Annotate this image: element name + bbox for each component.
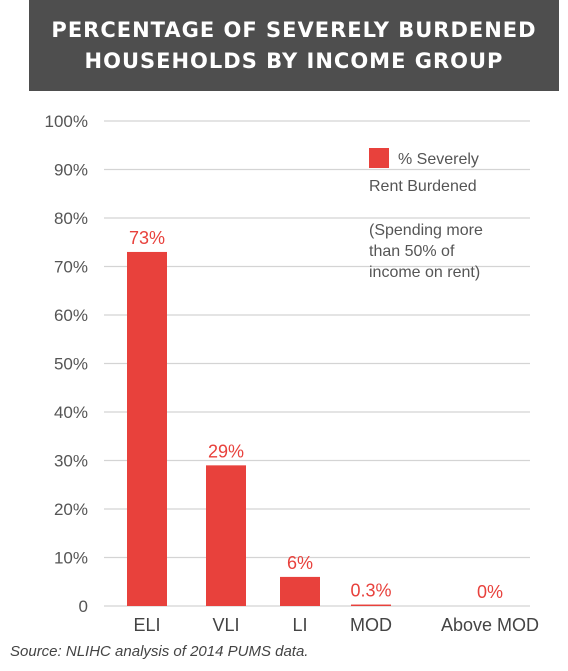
y-tick-label: 20% bbox=[54, 500, 88, 519]
chart-title-line-1: PERCENTAGE OF SEVERELY BURDENED bbox=[51, 17, 537, 42]
y-tick-label: 70% bbox=[54, 258, 88, 277]
data-label: 6% bbox=[287, 553, 313, 573]
chart-title-line-2: HOUSEHOLDS BY INCOME GROUP bbox=[84, 48, 504, 73]
x-category-label: Above MOD bbox=[441, 615, 539, 635]
bar bbox=[127, 251, 167, 606]
x-category-label: ELI bbox=[133, 615, 160, 635]
chart-title-banner: PERCENTAGE OF SEVERELY BURDENED HOUSEHOL… bbox=[29, 0, 559, 91]
y-tick-label: 60% bbox=[54, 306, 88, 325]
x-category-label: MOD bbox=[350, 615, 392, 635]
source-note: Source: NLIHC analysis of 2014 PUMS data… bbox=[10, 643, 309, 660]
y-tick-label: 50% bbox=[54, 355, 88, 374]
y-tick-label: 100% bbox=[45, 112, 88, 131]
y-tick-label: 10% bbox=[54, 549, 88, 568]
x-category-label: VLI bbox=[212, 615, 239, 635]
legend-label-line: % Severely bbox=[398, 151, 479, 168]
legend-swatch bbox=[369, 148, 389, 168]
y-tick-label: 90% bbox=[54, 161, 88, 180]
y-tick-label: 30% bbox=[54, 452, 88, 471]
legend-note-line: than 50% of bbox=[369, 243, 455, 260]
y-tick-label: 80% bbox=[54, 209, 88, 228]
legend-note-line: (Spending more bbox=[369, 222, 483, 239]
data-label: 73% bbox=[129, 228, 165, 248]
bar bbox=[206, 465, 246, 606]
bar-chart: 0 10% 20% 30% 40% 50% 60% 70% 80% 90% 100% 73% ELI 29… bbox=[45, 112, 540, 635]
y-tick-label: 0 bbox=[79, 597, 88, 616]
bar bbox=[280, 576, 320, 606]
legend-note-line: income on rent) bbox=[369, 264, 480, 281]
y-tick-label: 40% bbox=[54, 403, 88, 422]
legend-label-line: Rent Burdened bbox=[369, 178, 477, 195]
x-category-label: LI bbox=[292, 615, 307, 635]
data-label: 0% bbox=[477, 582, 503, 602]
bar bbox=[351, 604, 391, 606]
data-label: 0.3% bbox=[350, 581, 391, 601]
data-label: 29% bbox=[208, 441, 244, 461]
